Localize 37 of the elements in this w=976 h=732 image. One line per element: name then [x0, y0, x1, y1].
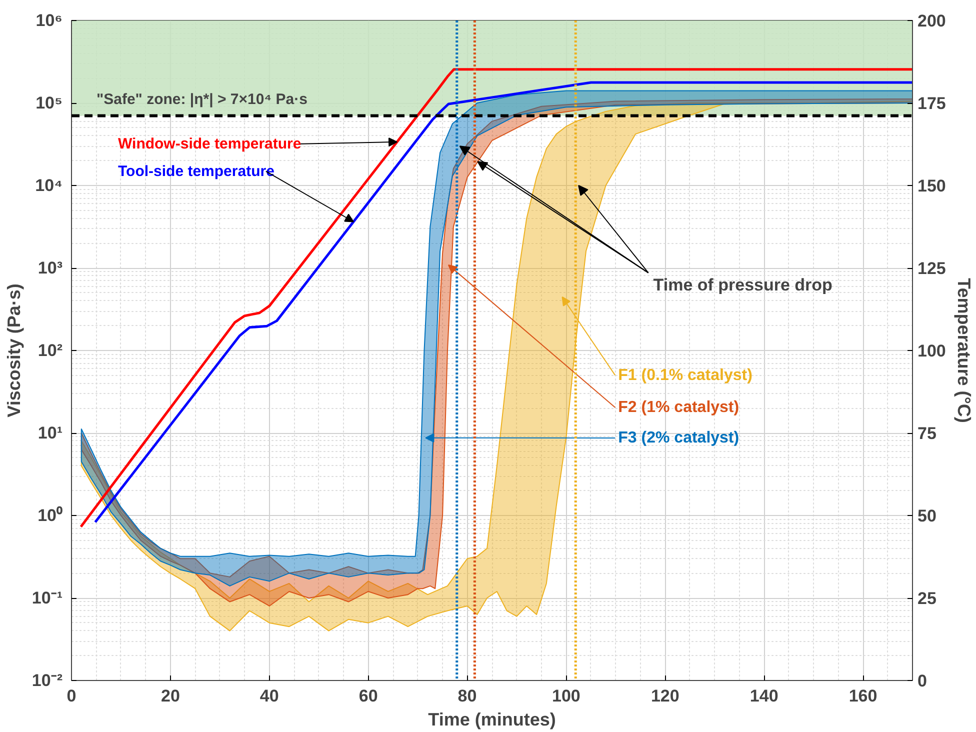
y-tick-label: 10² — [38, 341, 63, 360]
band-label: "Safe" zone: |η*| > 7×10⁴ Pa·s — [96, 90, 308, 108]
legend-label: F1 (0.1% catalyst) — [618, 366, 752, 384]
y2-tick-label: 50 — [918, 506, 936, 526]
legend-label: F3 (2% catalyst) — [618, 429, 740, 446]
x-tick-label: 140 — [750, 686, 778, 706]
y2-tick-label: 200 — [918, 12, 946, 30]
y2-axis-title: Temperature (°C) — [954, 278, 974, 423]
x-tick-label: 20 — [160, 686, 180, 706]
x-axis-title: Time (minutes) — [428, 710, 556, 730]
y2-tick-label: 125 — [918, 259, 946, 278]
text: Tool-side temperature — [118, 162, 274, 180]
y-axis-title: Viscosity (Pa·s) — [4, 284, 24, 418]
y-tick-label: 10⁻² — [32, 671, 63, 690]
y2-tick-label: 0 — [918, 672, 927, 690]
y2-tick-label: 75 — [918, 424, 936, 443]
x-tick-label: 100 — [552, 686, 580, 706]
y2-tick-label: 175 — [918, 94, 946, 113]
x-tick-label: 0 — [66, 686, 76, 706]
y-tick-label: 10³ — [38, 258, 63, 278]
y2-tick-label: 150 — [918, 176, 946, 196]
x-tick-label: 160 — [848, 686, 878, 706]
y-tick-label: 10⁻¹ — [32, 588, 63, 608]
text: Window-side temperature — [118, 135, 302, 152]
y-tick-label: 10⁰ — [38, 506, 63, 525]
x-tick-label: 120 — [650, 686, 680, 706]
y-tick-label: 10⁶ — [36, 11, 63, 30]
y-tick-label: 10⁵ — [36, 94, 63, 112]
annotation: Time of pressure drop — [653, 275, 832, 294]
y2-tick-label: 25 — [918, 589, 936, 608]
x-tick-label: 80 — [458, 686, 477, 706]
x-tick-label: 60 — [358, 686, 378, 706]
y-tick-label: 10⁴ — [35, 176, 63, 195]
y2-tick-label: 100 — [918, 342, 946, 360]
y-tick-label: 10¹ — [38, 424, 63, 442]
legend-label: F2 (1% catalyst) — [618, 398, 740, 416]
x-tick-label: 40 — [260, 686, 279, 706]
